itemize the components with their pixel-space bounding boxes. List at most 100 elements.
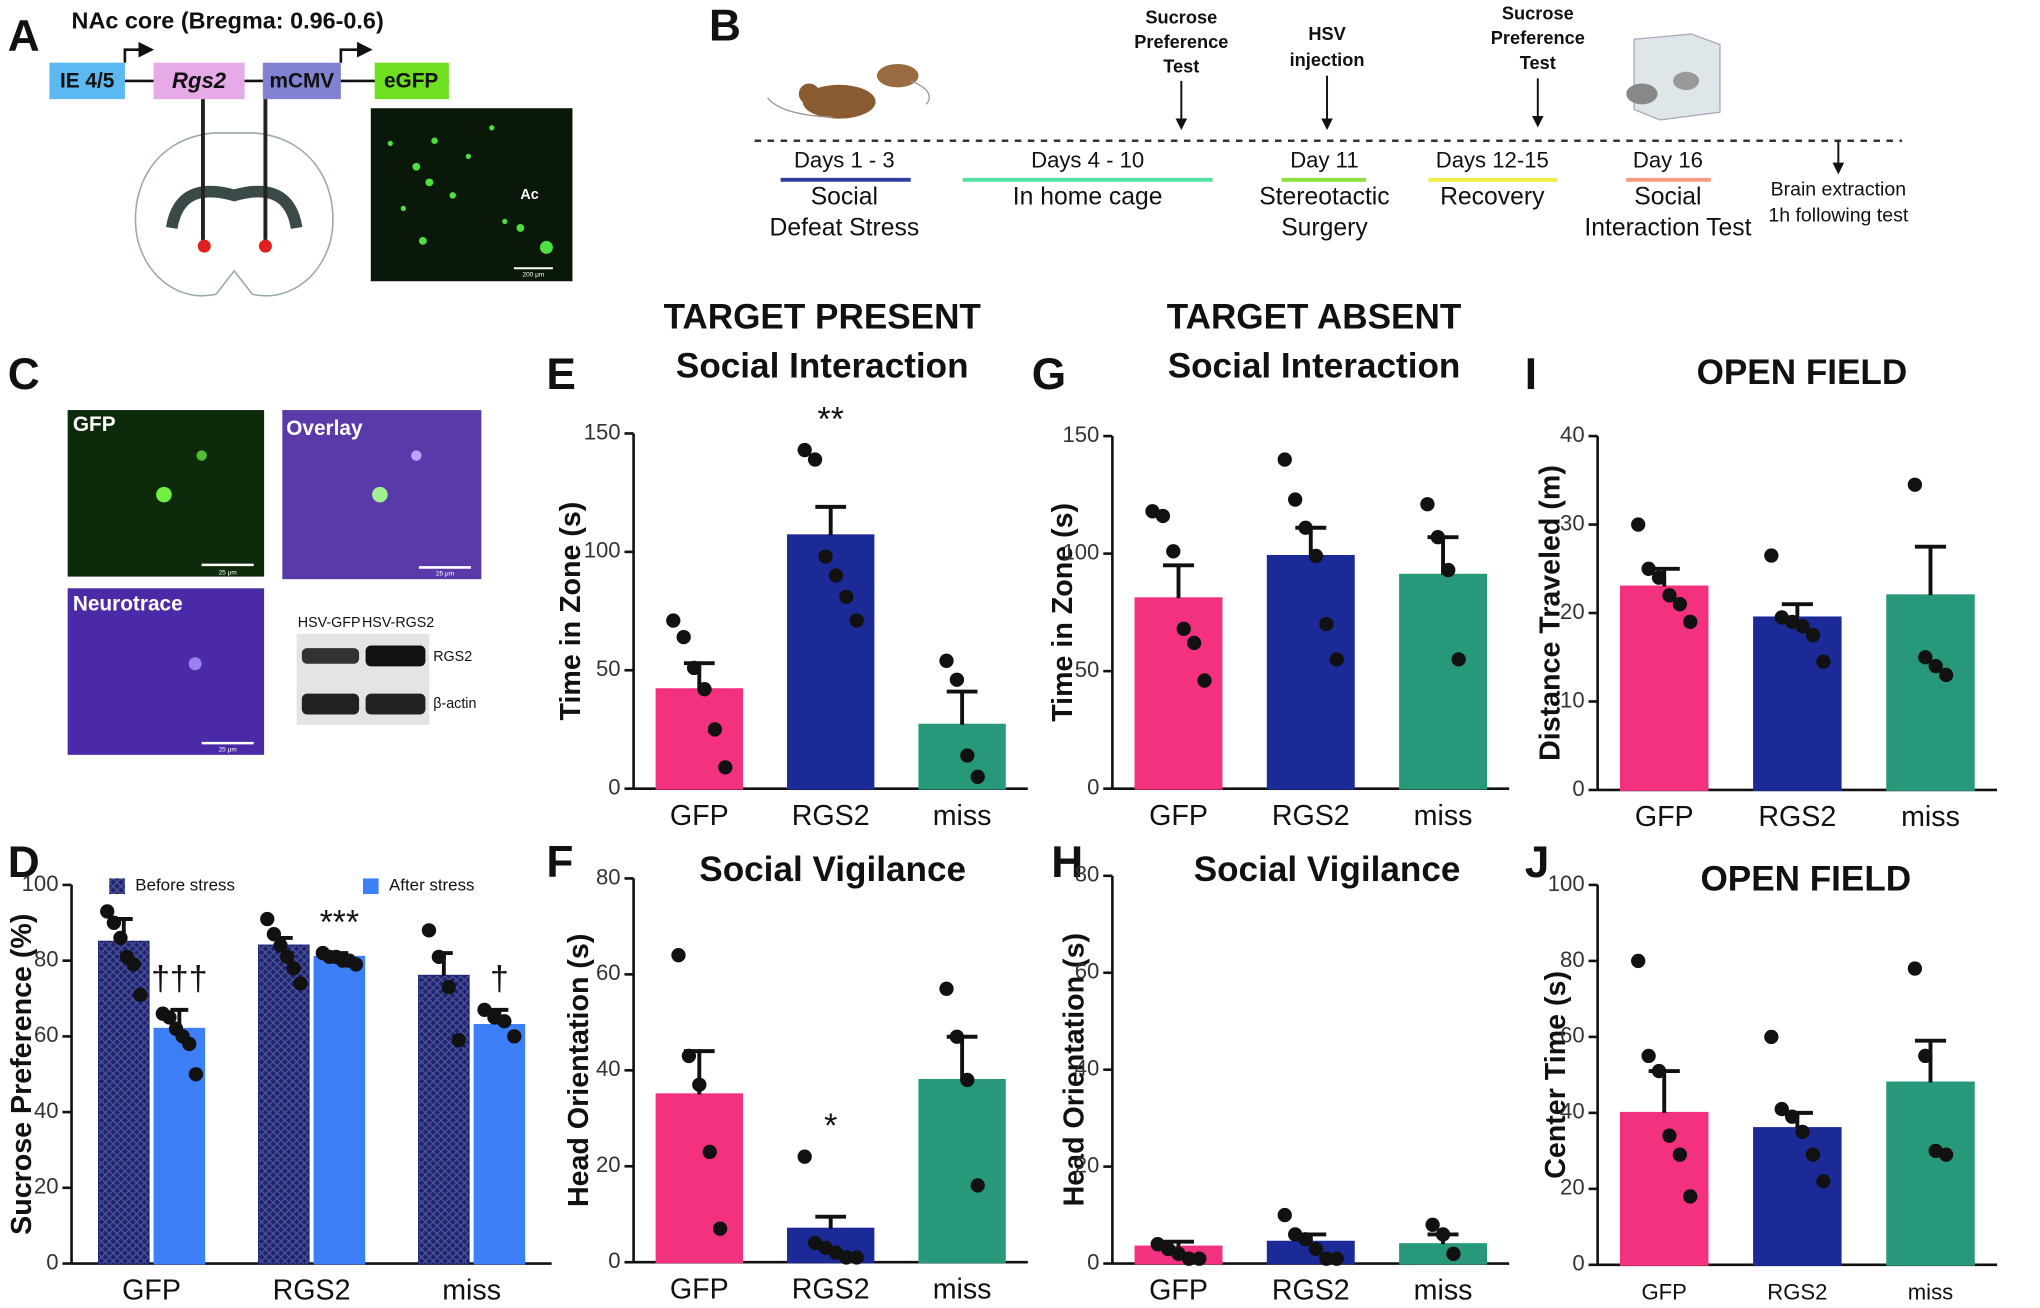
error-bar [1163,563,1194,599]
data-point [1176,621,1191,636]
phase-label: Stereotactic [1259,184,1389,211]
data-point [431,949,447,965]
x-tick-label: RGS2 [792,800,870,832]
brain-structure [165,185,303,230]
phase-label: Recovery [1440,184,1545,211]
phase-label: Social [1634,184,1701,211]
chart: H Social Vigilance Head Orientation (s) 0 20… [1051,838,1510,1307]
blot-band [301,648,360,664]
construct-label: eGFP [384,70,438,93]
bar [655,688,743,790]
y-tick-label: 60 [1075,959,1100,984]
y-tick-label: 100 [22,871,59,896]
data-point [126,957,141,972]
phase-days: Days 4 - 10 [1031,147,1144,172]
mouse-illustration [876,63,919,88]
promoter-arrow [339,41,373,63]
data-point [1938,1147,1954,1162]
y-axis-label: Time in Zone (s) [555,502,587,721]
phase-label: Social [811,184,878,211]
panel-a: A NAc core (Bregma: 0.96-0.6) IE 4/5 Rgs… [8,8,573,297]
panel-label: J [1525,838,1550,887]
y-tick-label: 40 [596,1056,621,1081]
data-point [1446,1246,1461,1261]
data-point [818,549,833,564]
panel-c: C GFP Overlay Neurotrace 25 μm 25 μm 25 … [8,350,482,755]
y-tick-label: 10 [1560,687,1585,712]
data-point [681,1048,697,1064]
blot-row: β-actin [433,696,476,712]
data-point [797,1149,812,1164]
y-tick-label: 0 [608,1248,620,1273]
y-tick-label: 20 [1560,599,1585,624]
data-point [273,938,288,953]
x-tick-label: miss [933,1273,992,1305]
mouse-illustration [1673,71,1700,91]
significance: ** [818,400,844,438]
y-tick-label: 100 [1062,539,1099,564]
bar [313,955,366,1265]
cell [156,486,172,503]
cell [196,450,207,461]
data-point [293,976,308,991]
error-bar [1163,1239,1194,1247]
blot-band [301,693,360,715]
chart-title: TARGET PRESENT [664,297,982,336]
chart-title: Social Vigilance [1194,850,1461,889]
data-point [1329,1251,1344,1266]
data-point [1298,1232,1313,1247]
x-tick-label: GFP [1641,1279,1686,1304]
final-label: 1h following test [1768,204,1908,226]
construct-box [153,62,245,100]
data-point [970,769,985,784]
construct-label: mCMV [269,70,334,93]
chart-title: Social Interaction [676,347,969,386]
data-point [1435,1227,1451,1242]
y-tick-label: 0 [608,774,620,799]
data-point [1683,614,1698,630]
brain-outline [134,132,334,297]
data-point [1795,619,1810,634]
data-point [260,911,275,927]
event-label: Preference [1134,32,1228,52]
y-tick-label: 80 [1560,947,1585,972]
data-point [707,722,723,737]
panel-label: A [8,12,40,61]
data-point [1308,1241,1324,1257]
chart-title: OPEN FIELD [1700,859,1911,898]
data-point [1155,508,1171,524]
y-tick-label: 40 [1560,422,1585,447]
data-point [1918,1048,1933,1064]
construct-box [49,62,125,100]
data-point [1308,548,1324,564]
phase-days: Day 11 [1290,147,1358,172]
data-point [1672,1147,1687,1162]
error-bar [946,1034,978,1080]
chart-title: OPEN FIELD [1697,353,1908,392]
data-point [100,904,115,919]
x-tick-label: miss [1414,800,1473,832]
data-point [188,1067,204,1082]
data-point [1192,1251,1207,1266]
mouse-illustration [802,84,876,119]
data-point [702,1144,717,1160]
data-point [666,613,681,628]
y-tick-label: 150 [584,419,621,444]
data-point [421,923,437,938]
bar [918,1078,1006,1264]
y-axis-label: Head Orientation (s) [563,934,595,1207]
y-tick-label: 50 [596,656,621,681]
cell [188,657,202,671]
data-point [1805,627,1821,643]
y-tick-label: 60 [1560,1023,1585,1048]
data-point [970,1178,985,1193]
phases: Days 1 - 3 Social Defeat Stress Days 4 - 10… [770,147,1752,241]
data-point [1918,650,1933,665]
data-point [807,452,823,467]
x-tick-label: GFP [122,1275,181,1307]
data-point [1631,517,1646,532]
chart: I OPEN FIELD Distance Traveled (m)0 10 20 30 4… [1525,350,1998,833]
chart: F Social Vigilance Head Orientation (s) 0 20… [546,838,1028,1305]
panel-label: G [1032,350,1066,399]
y-tick-label: 60 [596,960,621,985]
